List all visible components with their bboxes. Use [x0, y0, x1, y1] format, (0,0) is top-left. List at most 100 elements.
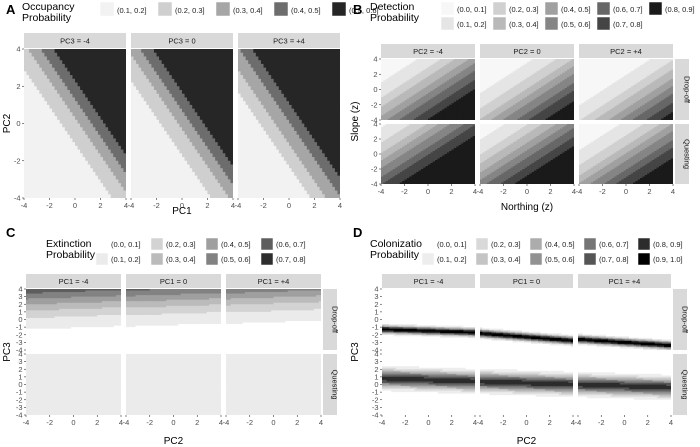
heat-cell	[210, 52, 213, 57]
heat-cell	[317, 97, 320, 102]
heat-cell	[36, 190, 40, 195]
heat-cell	[299, 89, 303, 95]
heat-cell	[31, 112, 35, 117]
heat-cell	[164, 127, 168, 132]
heat-cell	[69, 186, 73, 191]
heat-cell	[24, 186, 27, 191]
heat-cell	[31, 89, 35, 95]
heat-cell	[113, 60, 117, 65]
heat-cell	[113, 179, 117, 184]
heat-cell	[222, 149, 226, 154]
heat-cell	[108, 175, 112, 180]
heat-cell	[304, 157, 308, 162]
legend-swatch	[544, 16, 559, 31]
heat-cell	[159, 190, 162, 195]
heat-cell	[250, 145, 254, 150]
heat-cell	[57, 134, 61, 139]
heat-cell	[90, 101, 94, 106]
heat-cell	[82, 97, 86, 102]
heat-cell	[268, 127, 272, 132]
heat-cell	[133, 194, 137, 198]
heat-cell	[131, 179, 134, 184]
heat-cell	[268, 179, 272, 184]
heat-cell	[131, 86, 134, 91]
heat-cell	[332, 108, 336, 113]
heat-cell	[324, 130, 328, 136]
heat-cell	[148, 49, 152, 54]
heat-cell	[337, 123, 340, 128]
heat-cell	[301, 93, 305, 98]
heat-cell	[268, 93, 272, 98]
heat-cell	[69, 123, 73, 128]
heat-cell	[212, 86, 216, 91]
heat-cell	[291, 186, 295, 191]
heat-cell	[197, 108, 201, 113]
heat-cell	[54, 89, 58, 95]
heat-cell	[266, 116, 269, 121]
heat-cell	[197, 183, 201, 188]
heat-cell	[171, 67, 175, 72]
heat-cell	[210, 101, 213, 106]
heat-cell	[294, 157, 298, 162]
heat-cell	[299, 60, 303, 65]
heat-cell	[46, 71, 50, 76]
heat-cell	[90, 164, 94, 169]
heat-cell	[31, 157, 35, 162]
heat-cell	[153, 101, 157, 106]
heat-cell	[383, 101, 387, 104]
panel-b: B Detection Probability(0.0, 0.1](0.1, 0.2…	[350, 1, 695, 213]
heat-cell	[97, 130, 101, 136]
heat-cell	[207, 142, 211, 147]
heat-cell	[192, 82, 196, 87]
heat-cell	[222, 130, 226, 136]
heat-cell	[263, 75, 267, 80]
heat-cell	[204, 183, 208, 188]
heat-cell	[225, 93, 229, 98]
heat-cell	[85, 194, 89, 198]
heat-cell	[52, 86, 55, 91]
heat-cell	[141, 75, 145, 80]
heat-cell	[296, 171, 300, 177]
heat-cell	[314, 190, 318, 195]
heat-cell	[123, 153, 126, 158]
heat-cell	[230, 116, 233, 121]
heat-cell	[296, 142, 300, 147]
heat-cell	[199, 149, 203, 154]
heat-cell	[301, 108, 305, 113]
heat-cell	[44, 56, 48, 61]
heat-cell	[296, 52, 300, 57]
heat-cell	[322, 78, 326, 83]
heat-cell	[80, 63, 84, 69]
heat-cell	[314, 56, 318, 61]
heat-cell	[317, 63, 320, 69]
heat-cell	[332, 89, 336, 95]
heat-cell	[153, 175, 157, 180]
heat-cell	[225, 112, 229, 117]
heat-cell	[314, 183, 318, 188]
heat-cell	[39, 78, 43, 83]
heat-cell	[294, 175, 298, 180]
heat-cell	[133, 145, 137, 150]
heat-cell	[301, 101, 305, 106]
heat-cell	[278, 183, 282, 188]
heat-cell	[263, 127, 267, 132]
heat-cell	[381, 84, 384, 87]
heat-cell	[156, 89, 160, 95]
heat-cell	[136, 97, 140, 102]
heat-cell	[222, 190, 226, 195]
heat-cell	[184, 56, 188, 61]
heat-cell	[324, 164, 328, 169]
heat-cell	[166, 78, 170, 83]
heat-cell	[146, 112, 150, 117]
heat-cell	[327, 52, 331, 57]
heat-cell	[182, 164, 185, 169]
heat-cell	[189, 82, 193, 87]
heat-cell	[113, 71, 117, 76]
heat-cell	[210, 160, 213, 165]
heat-cell	[207, 60, 211, 65]
x-tick-label: 4	[231, 201, 235, 210]
heat-cell	[204, 56, 208, 61]
heat-cell	[80, 179, 84, 184]
heat-cell	[87, 104, 91, 110]
heat-cell	[174, 190, 178, 195]
